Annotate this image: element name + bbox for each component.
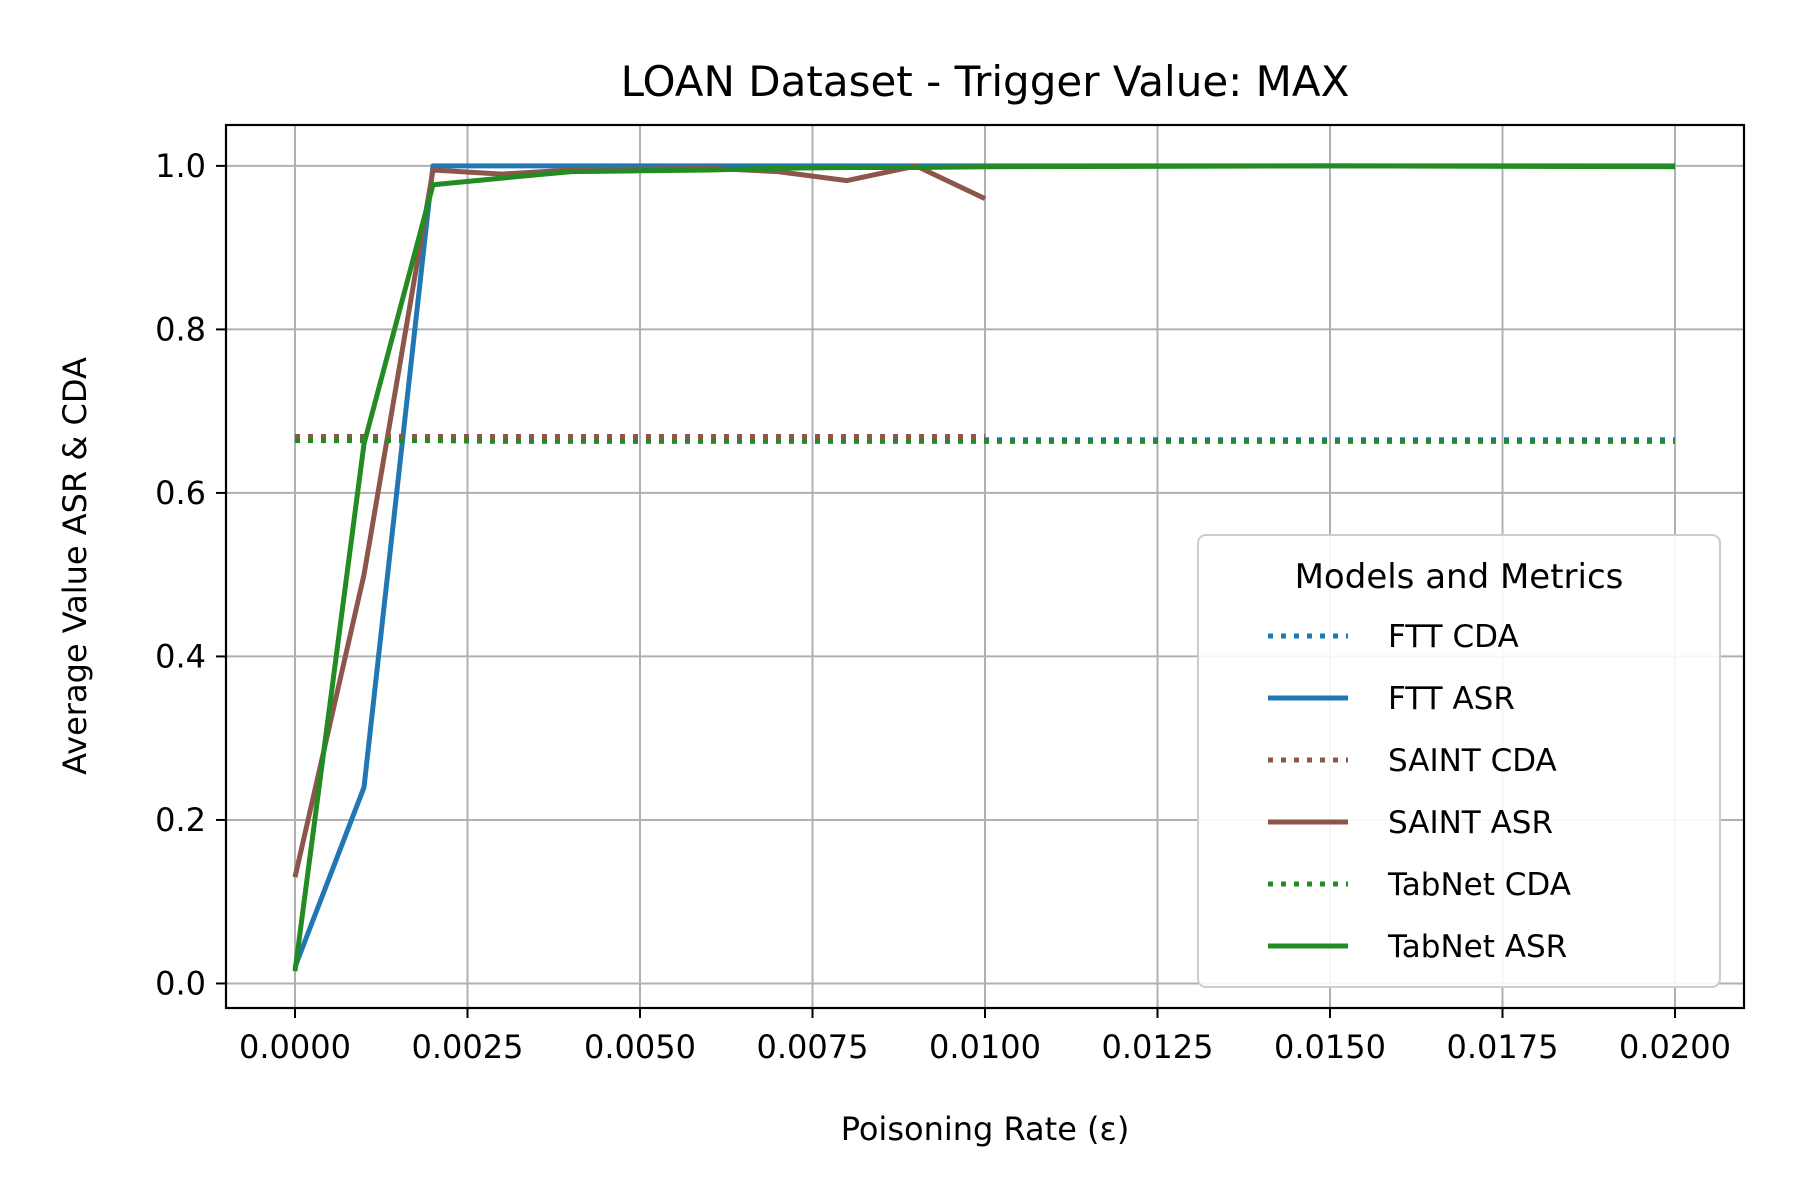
legend-label-ftt-asr: FTT ASR bbox=[1388, 681, 1515, 717]
x-tick-label: 0.0025 bbox=[412, 1028, 524, 1066]
legend-label-tabnet-cda: TabNet CDA bbox=[1387, 867, 1571, 903]
legend-label-tabnet-asr: TabNet ASR bbox=[1387, 929, 1567, 965]
ticks: 0.0000 0.0025 0.0050 0.0075 0.0100 0.0125 0.01… bbox=[155, 147, 1731, 1066]
legend-label-saint-asr: SAINT ASR bbox=[1388, 805, 1553, 841]
x-tick-label: 0.0200 bbox=[1619, 1028, 1731, 1066]
legend-title: Models and Metrics bbox=[1295, 557, 1624, 597]
legend-box bbox=[1197, 534, 1721, 988]
y-tick-label: 1.0 bbox=[155, 147, 206, 185]
x-axis-label: Poisoning Rate (ε) bbox=[841, 1110, 1130, 1148]
x-tick-label: 0.0150 bbox=[1274, 1028, 1386, 1066]
y-tick-label: 0.8 bbox=[155, 310, 206, 348]
legend-label-saint-cda: SAINT CDA bbox=[1388, 743, 1557, 779]
series-line-tabnet-asr bbox=[292, 163, 1676, 972]
y-axis-label: Average Value ASR & CDA bbox=[56, 357, 94, 775]
y-tick-label: 0.2 bbox=[155, 801, 206, 839]
y-tick-label: 0.0 bbox=[155, 964, 206, 1002]
x-tick-label: 0.0100 bbox=[929, 1028, 1041, 1066]
series-line-tabnet-cda bbox=[295, 438, 1675, 444]
x-tick-label: 0.0050 bbox=[584, 1028, 696, 1066]
y-tick-label: 0.6 bbox=[155, 474, 206, 512]
legend-label-ftt-cda: FTT CDA bbox=[1388, 619, 1519, 655]
y-tick-label: 0.4 bbox=[155, 637, 206, 675]
x-tick-label: 0.0000 bbox=[239, 1028, 351, 1066]
x-tick-label: 0.0075 bbox=[757, 1028, 869, 1066]
legend: Models and Metrics FTT CDA FTT ASR SAINT C… bbox=[1197, 534, 1721, 988]
series-layer bbox=[292, 163, 1676, 972]
x-tick-label: 0.0125 bbox=[1102, 1028, 1214, 1066]
x-tick-label: 0.0175 bbox=[1447, 1028, 1559, 1066]
chart-title: LOAN Dataset - Trigger Value: MAX bbox=[621, 57, 1350, 106]
